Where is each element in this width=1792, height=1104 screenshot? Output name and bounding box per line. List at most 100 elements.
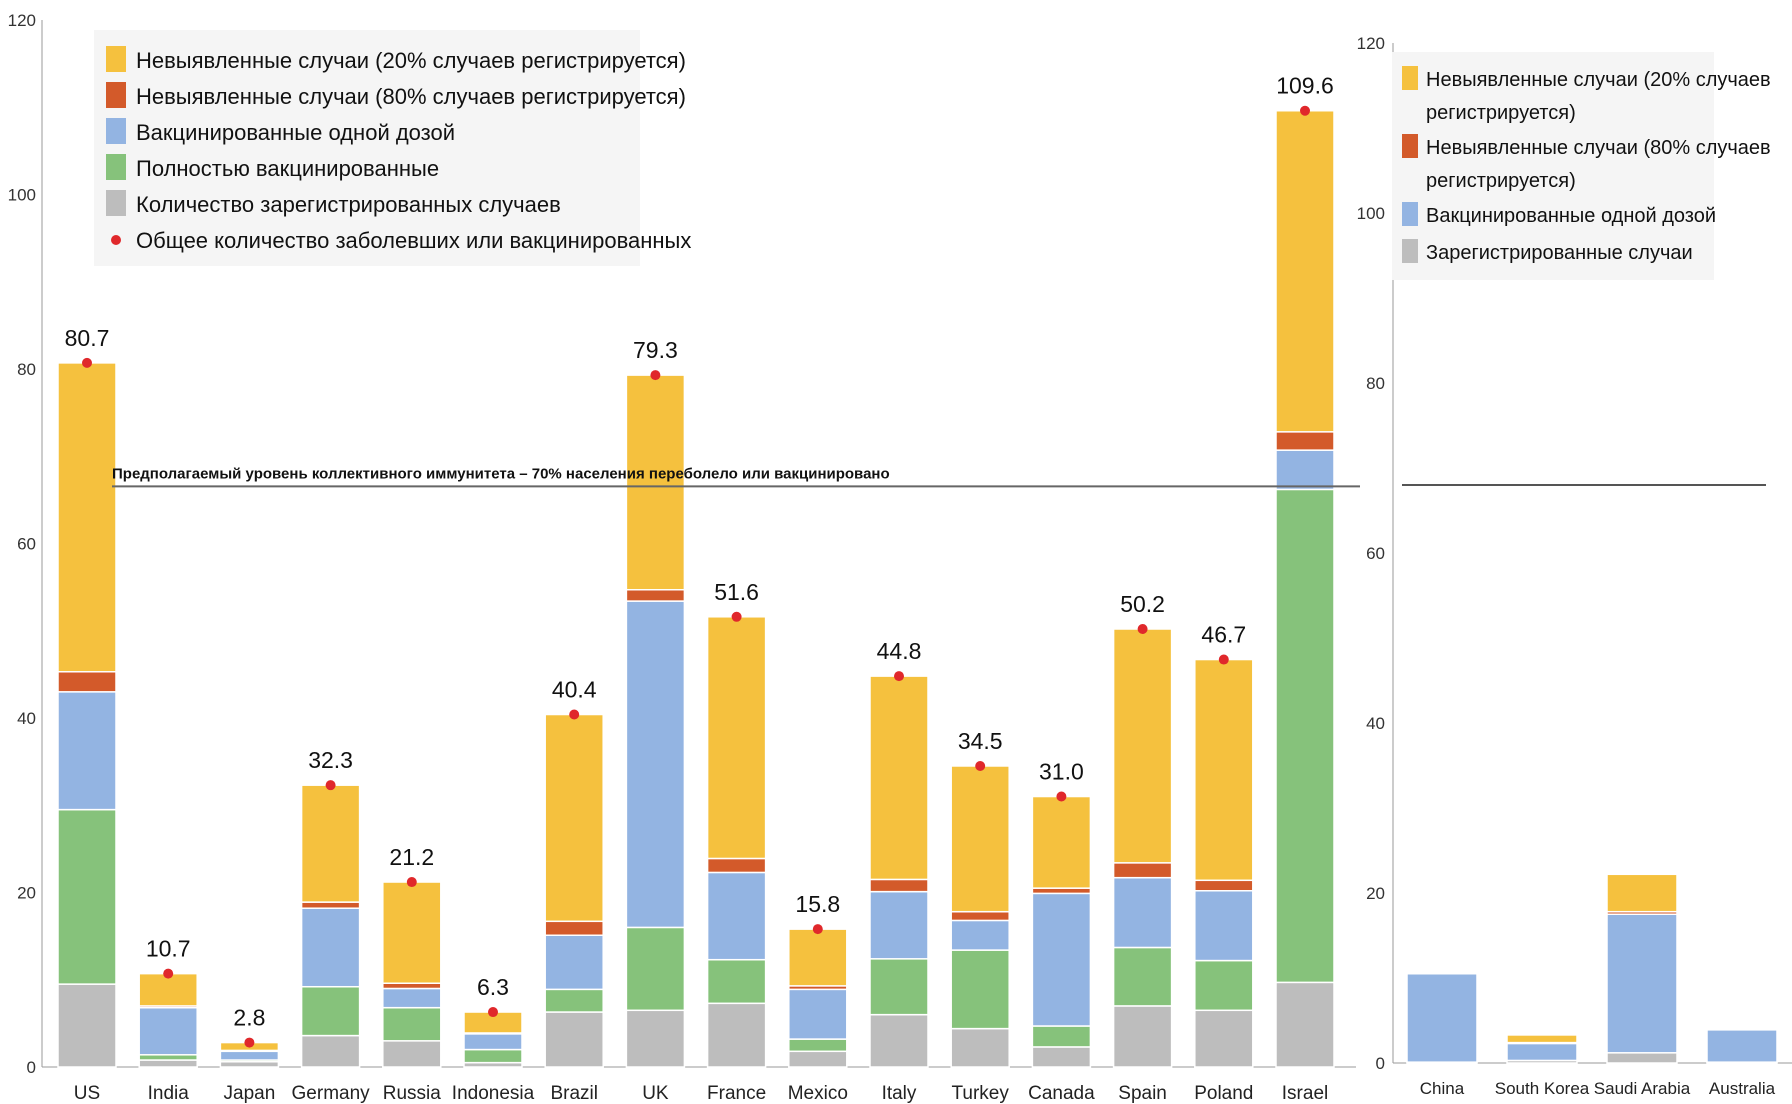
bar-segment-full <box>1194 959 1254 1012</box>
bar-segment-registered <box>1606 1052 1678 1064</box>
bar-segment-undet80 <box>1194 879 1254 892</box>
total-label: 32.3 <box>308 747 353 773</box>
legend-swatch-undet80 <box>106 82 126 108</box>
x-category-label: Brazil <box>550 1083 598 1104</box>
y-tick-label-left: 100 <box>8 186 36 205</box>
x-category-label: Poland <box>1194 1083 1253 1104</box>
total-marker <box>569 709 580 720</box>
total-label: 46.7 <box>1201 622 1246 648</box>
legend-box-right <box>1392 52 1714 280</box>
legend-entry-right-undet20: Невыявленные случаи (20% случаев <box>1426 69 1771 91</box>
bar-segment-full <box>463 1048 523 1064</box>
bar-segment-undet20 <box>1606 873 1678 913</box>
bar-segment-registered <box>706 1002 767 1068</box>
x-category-label: China <box>1420 1079 1465 1098</box>
x-category-label: Israel <box>1282 1083 1328 1104</box>
bar-segment-undet20 <box>1112 628 1173 864</box>
x-category-label: Germany <box>292 1083 371 1104</box>
total-marker <box>163 968 174 979</box>
bar-segment-full <box>300 985 361 1037</box>
total-marker <box>406 877 417 888</box>
bar-segment-onedose <box>1275 449 1335 491</box>
total-label: 50.2 <box>1120 591 1165 617</box>
bar-segment-undet80 <box>1031 887 1092 895</box>
legend-swatch-right-registered <box>1402 239 1418 263</box>
x-category-label: Canada <box>1028 1083 1095 1104</box>
legend-entry-undet20: Невыявленные случаи (20% случаев регистр… <box>136 48 686 73</box>
bar-segment-registered <box>219 1061 280 1068</box>
legend-entry-full: Полностью вакцинированные <box>136 156 439 181</box>
total-label: 80.7 <box>65 325 110 351</box>
bar-segment-undet20 <box>869 675 929 881</box>
bar-segment-onedose <box>706 871 767 961</box>
bar-segment-onedose <box>1606 913 1678 1054</box>
legend-box-left <box>94 30 640 266</box>
bar-segment-undet80 <box>382 982 442 990</box>
bar-segment-registered <box>57 983 117 1068</box>
bar-segment-full <box>1112 946 1173 1007</box>
legend-swatch-full <box>106 154 126 180</box>
y-tick-label-left: 60 <box>17 535 36 554</box>
bar-segment-onedose <box>544 934 604 991</box>
y-tick-label-right: 100 <box>1357 204 1385 223</box>
x-category-label: Indonesia <box>452 1083 535 1104</box>
total-marker <box>1218 654 1229 665</box>
y-tick-label-right: 20 <box>1366 884 1385 903</box>
total-marker <box>650 370 661 381</box>
bar-segment-full <box>1275 488 1335 984</box>
bar-segment-registered <box>1194 1009 1254 1068</box>
y-tick-label-left: 80 <box>17 360 36 379</box>
bar-segment-undet20 <box>1031 795 1092 889</box>
legend-swatch-right-undet20 <box>1402 66 1418 90</box>
bar-segment-undet80 <box>544 920 604 937</box>
total-label: 21.2 <box>389 844 434 870</box>
total-marker <box>812 924 823 935</box>
bar-segment-full <box>788 1038 848 1053</box>
bar-segment-onedose <box>950 919 1010 951</box>
bar-segment-registered <box>788 1050 848 1068</box>
bar-segment-full <box>382 1006 442 1042</box>
legend-swatch-right-undet80 <box>1402 134 1418 158</box>
legend-swatch-right-onedose <box>1402 202 1418 226</box>
bar-segment-registered <box>869 1013 929 1068</box>
bar-segment-registered <box>300 1034 361 1068</box>
x-category-label: France <box>707 1083 766 1104</box>
x-category-label: Australia <box>1709 1079 1776 1098</box>
legend-entry-undet80: Невыявленные случаи (80% случаев регистр… <box>136 84 686 109</box>
x-category-label: Saudi Arabia <box>1594 1079 1691 1098</box>
legend-entry-registered: Количество зарегистрированных случаев <box>136 192 561 217</box>
bar-segment-undet20 <box>1506 1034 1578 1044</box>
x-category-label: Italy <box>882 1083 917 1104</box>
bar-segment-full <box>706 958 767 1005</box>
x-category-label: Russia <box>383 1083 442 1104</box>
total-marker <box>894 671 904 682</box>
legend-entry-total: Общее количество заболевших или вакцинир… <box>136 228 691 253</box>
total-label: 79.3 <box>633 337 678 363</box>
bar-segment-onedose <box>625 600 686 929</box>
legend-swatch-registered <box>106 190 126 216</box>
total-label: 15.8 <box>795 891 840 917</box>
total-marker <box>975 760 986 771</box>
bar-segment-onedose <box>1706 1029 1778 1063</box>
bar-segment-onedose <box>1406 973 1478 1063</box>
legend-entry-right-undet20: регистрируется) <box>1426 102 1576 124</box>
total-marker <box>1137 624 1148 635</box>
bar-segment-onedose <box>1194 890 1254 962</box>
bar-segment-undet80 <box>300 901 361 909</box>
y-tick-label-right: 120 <box>1357 34 1385 53</box>
total-marker <box>488 1007 498 1018</box>
bar-segment-registered <box>1112 1005 1173 1068</box>
bar-segment-undet20 <box>625 374 686 591</box>
bar-segment-full <box>138 1054 198 1061</box>
x-category-label: Turkey <box>952 1083 1010 1104</box>
bar-segment-full <box>544 988 604 1013</box>
bar-segment-undet20 <box>382 881 442 984</box>
bar-segment-onedose <box>869 890 929 960</box>
legend-entry-onedose: Вакцинированные одной дозой <box>136 120 455 145</box>
bar-segment-undet80 <box>57 671 117 693</box>
bar-segment-undet20 <box>1275 109 1335 433</box>
y-tick-label-left: 120 <box>8 11 36 30</box>
bar-segment-undet80 <box>1275 431 1335 451</box>
bar-segment-onedose <box>300 907 361 988</box>
